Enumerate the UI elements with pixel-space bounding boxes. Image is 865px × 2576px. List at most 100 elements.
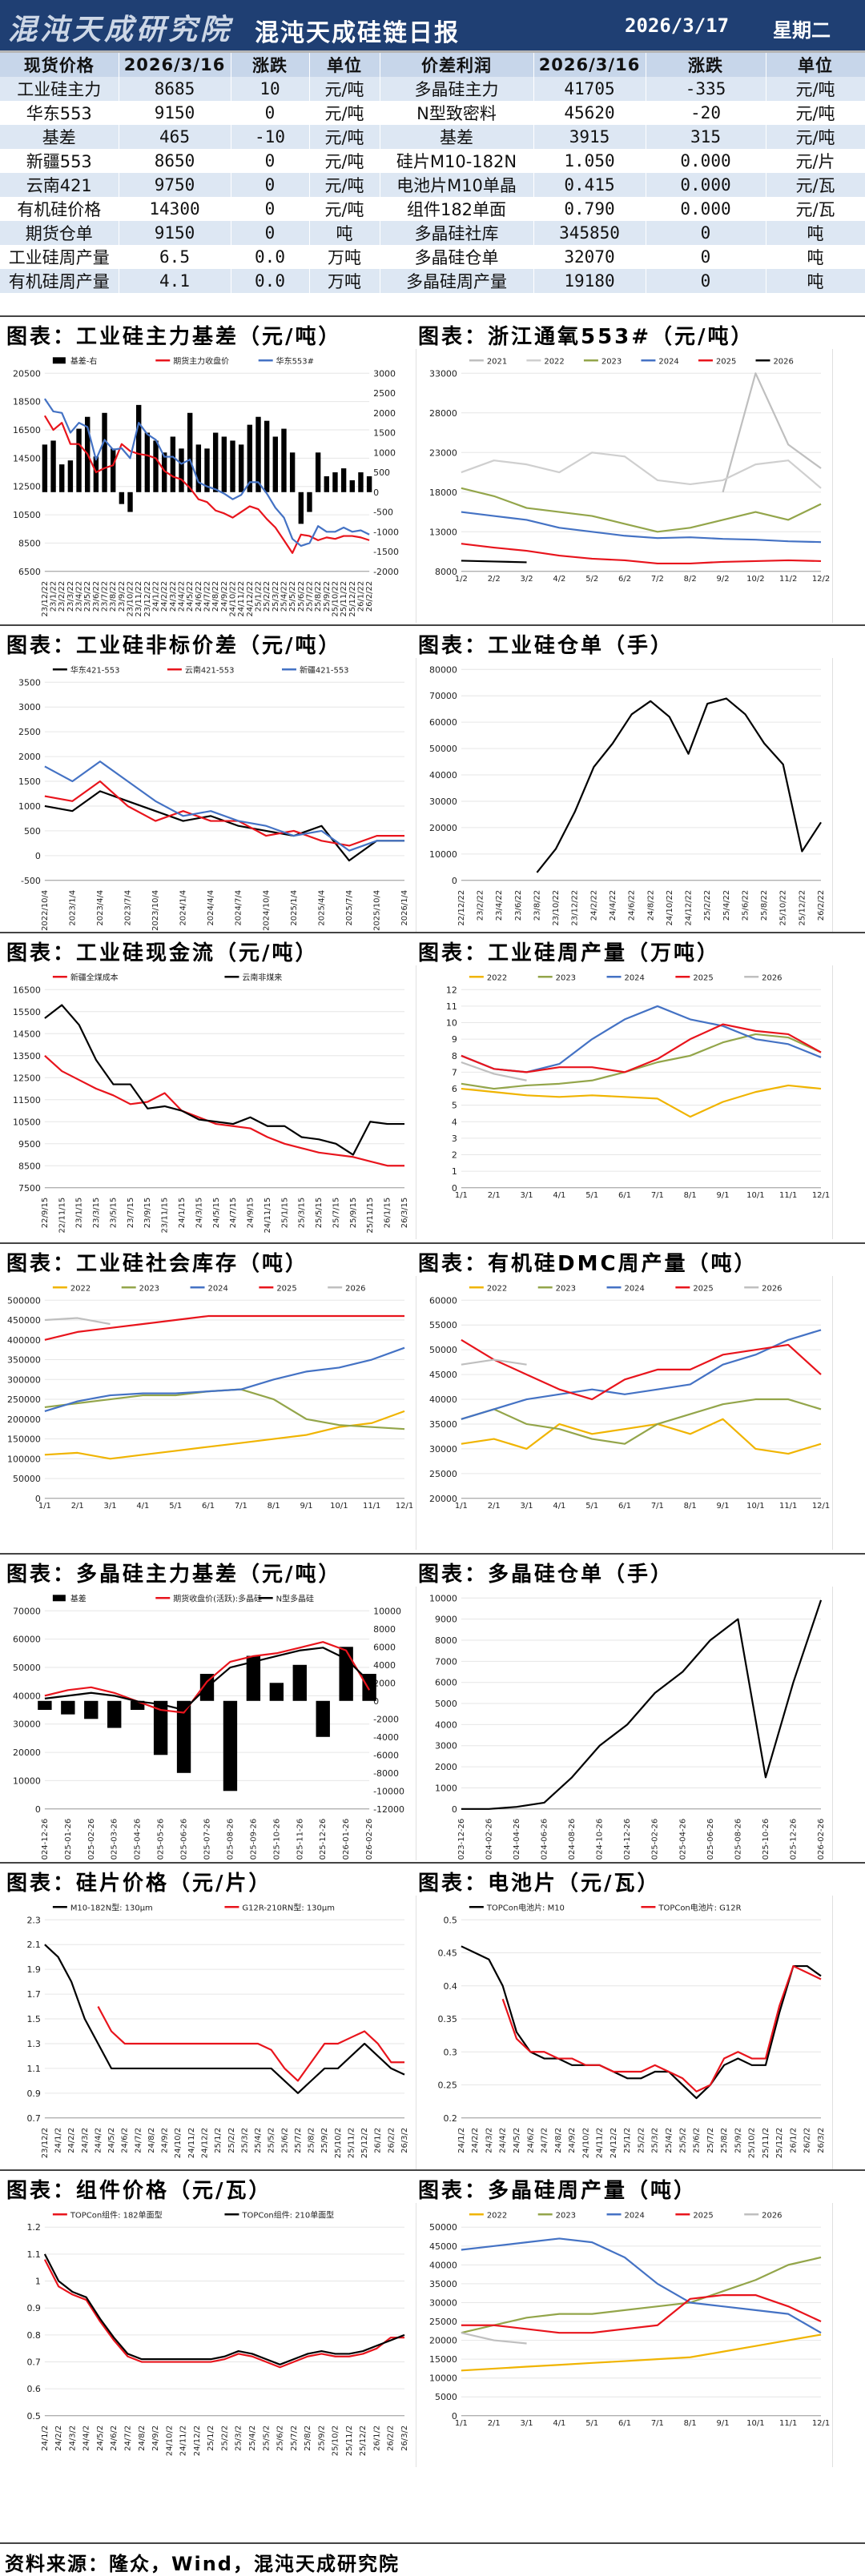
y-tick-label: 1.3 xyxy=(26,2039,40,2049)
y-tick-label: 30000 xyxy=(429,2297,457,2308)
bar-0-3 xyxy=(67,460,74,492)
x-tick-label: 23/4/22 xyxy=(75,581,84,612)
table-header-row: 现货价格 2026/3/16 涨跌 单位 价差利润 2026/3/16 涨跌 单… xyxy=(0,53,865,77)
y-tick-label: 6000 xyxy=(435,1678,457,1688)
x-tick-label: 25/11/2 xyxy=(347,2128,356,2158)
series-line-1 xyxy=(44,1004,405,1156)
legend-label: 2026 xyxy=(345,1284,365,1293)
table-cell: 多晶硅仓单 xyxy=(380,245,534,269)
y-tick-label: 2.1 xyxy=(26,1940,40,1950)
x-tick-label: 24/6/2 xyxy=(121,2128,130,2153)
y-tick-label: 23000 xyxy=(429,447,457,458)
x-tick-label: 11/1 xyxy=(779,1502,797,1511)
series-line-1 xyxy=(97,2006,405,2082)
x-tick-label: 2024/4/4 xyxy=(207,890,215,926)
y-tick-label: 2000 xyxy=(18,752,41,762)
x-tick-label: 23/7/15 xyxy=(127,1198,135,1228)
table-cell: 345850 xyxy=(533,221,646,245)
x-tick-label: 2025-12-26 xyxy=(319,1819,328,1860)
x-tick-label: 24/2/22 xyxy=(160,581,169,612)
y-right-tick-label: 1000 xyxy=(373,447,396,458)
y-tick-label: 10000 xyxy=(429,849,457,860)
x-tick-label: 7/1 xyxy=(651,1191,664,1200)
series-line-0 xyxy=(461,1418,822,1455)
series-line-1 xyxy=(44,1641,371,1714)
title-band xyxy=(0,624,865,656)
table-cell: 0 xyxy=(646,221,766,245)
x-tick-label: 25/9/2 xyxy=(734,2128,742,2153)
x-tick-label: 5/1 xyxy=(169,1502,182,1511)
x-tick-label: 24/4/2 xyxy=(82,2426,91,2451)
y-tick-label: 2500 xyxy=(18,727,41,737)
y-tick-label: 2000 xyxy=(435,1762,457,1772)
x-tick-label: 25/2/2 xyxy=(637,2128,646,2153)
x-tick-label: 24/1/2 xyxy=(457,2128,466,2153)
x-tick-label: 3/2 xyxy=(521,575,533,584)
x-tick-label: 25/5/15 xyxy=(315,1198,324,1228)
legend-label: 2022 xyxy=(70,1284,91,1293)
legend-label: N型多晶硅 xyxy=(276,1593,314,1603)
legend-label: TOPCon组件: 210单面型 xyxy=(241,2209,334,2220)
x-tick-label: 24/8/22 xyxy=(646,890,655,921)
y-tick-label: 500000 xyxy=(7,1295,41,1306)
table-cell: 多晶硅主力 xyxy=(380,77,534,101)
y-tick-label: 30000 xyxy=(429,1444,457,1455)
table-cell: 元/吨 xyxy=(309,173,380,197)
table-cell: -20 xyxy=(646,101,766,125)
x-tick-label: 1/1 xyxy=(455,1191,468,1200)
x-tick-label: 26/1/2 xyxy=(372,2426,381,2451)
x-tick-label: 2024-10-26 xyxy=(596,1819,605,1860)
x-tick-label: 2025/10/4 xyxy=(372,890,381,931)
x-tick-label: 26/2/2 xyxy=(387,2128,396,2153)
title-band xyxy=(0,1553,865,1585)
chart-title: 图表：工业硅周产量（万吨） xyxy=(418,941,721,965)
table-cell: N型致密料 xyxy=(380,101,534,125)
series-line-3 xyxy=(461,1023,822,1073)
x-tick-label: 25/8/22 xyxy=(760,890,769,921)
x-tick-label: 23/11/22 xyxy=(135,581,143,617)
table-cell: 8685 xyxy=(119,77,231,101)
x-tick-label: 8/1 xyxy=(684,2419,697,2428)
table-cell: 组件182单面 xyxy=(380,197,534,221)
bar-0-8 xyxy=(223,1700,238,1792)
legend-label: 2023 xyxy=(556,2211,576,2220)
title-band xyxy=(0,1242,865,1274)
bar-0-0 xyxy=(38,1700,52,1711)
y-tick-label: 0.35 xyxy=(437,2014,457,2024)
x-tick-label: 25/5/2 xyxy=(262,2426,271,2451)
x-tick-label: 25/8/2 xyxy=(304,2426,312,2451)
y-tick-label: 0.9 xyxy=(26,2088,40,2099)
table-cell: 工业硅周产量 xyxy=(0,245,119,269)
x-tick-label: 1/1 xyxy=(38,1502,51,1511)
bar-0-6 xyxy=(176,1700,191,1773)
bar-0-7 xyxy=(102,412,107,492)
legend-label: G12R-210RN型: 130μm xyxy=(242,1902,335,1912)
table-row: 基差 465 -10 元/吨 基差 3915 315 元/吨 xyxy=(0,125,865,149)
x-tick-label: 5/1 xyxy=(585,2419,598,2428)
bar-0-1 xyxy=(61,1700,75,1715)
x-tick-label: 24/6/2 xyxy=(526,2128,535,2153)
y-tick-label: 0 xyxy=(452,1804,457,1815)
y-tick-label: 35000 xyxy=(429,1419,457,1430)
x-tick-label: 26/1/2 xyxy=(789,2128,798,2153)
bar-0-14 xyxy=(161,452,167,492)
x-tick-label: 1/2 xyxy=(455,575,468,584)
y-right-tick-label: 2000 xyxy=(373,408,396,419)
series-line-0 xyxy=(461,1599,823,1810)
chart-title: 图表：电池片（元/瓦） xyxy=(418,1872,661,1896)
x-tick-label: 2024-12-26 xyxy=(41,1819,50,1860)
x-tick-label: 24/5/2 xyxy=(96,2426,105,2451)
y-tick-label: 5 xyxy=(452,1101,457,1111)
y-right-tick-label: 2000 xyxy=(373,1678,396,1688)
series-line-0 xyxy=(461,1084,822,1118)
table-cell: 云南421 xyxy=(0,173,119,197)
x-tick-label: 2/1 xyxy=(71,1502,84,1511)
x-tick-label: 10/1 xyxy=(746,1502,764,1511)
x-tick-label: 25/1/2 xyxy=(214,2128,223,2153)
x-tick-label: 25/6/22 xyxy=(741,890,750,921)
x-tick-label: 25/1/22 xyxy=(254,581,263,612)
chart-silicon-social-inventory: 0 50000 100000 150000 200000 250000 300000 3500… xyxy=(0,1276,416,1550)
legend-label: 基差 xyxy=(70,1593,86,1603)
bar-0-33 xyxy=(324,475,329,492)
x-tick-label: 24/7/2 xyxy=(541,2128,549,2153)
